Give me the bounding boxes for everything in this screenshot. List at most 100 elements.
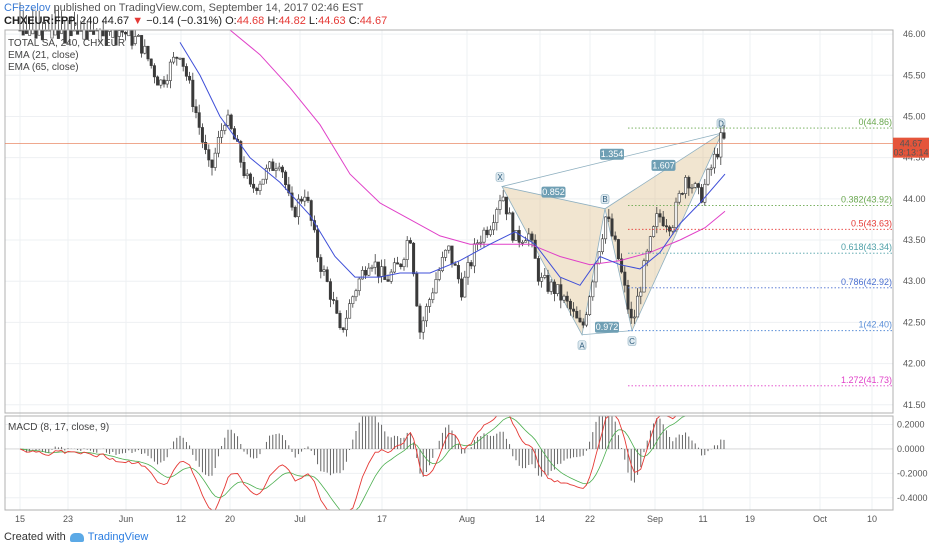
- candle-body: [351, 296, 355, 304]
- candle-body: [213, 152, 217, 168]
- candle-body: [53, 29, 57, 36]
- close-label: C:: [348, 15, 360, 27]
- candle-body: [380, 266, 384, 277]
- low-value: 44.63: [318, 15, 346, 27]
- ema21-line: [179, 42, 726, 286]
- candle-body: [76, 29, 80, 35]
- candle-body: [632, 316, 636, 319]
- candle-body: [604, 216, 608, 240]
- time-tick-label: Jul: [294, 514, 306, 524]
- candle-body: [383, 266, 387, 280]
- candle-body: [50, 29, 54, 39]
- low-label: L:: [308, 15, 319, 27]
- candle-body: [204, 141, 208, 150]
- candle-body: [517, 230, 521, 243]
- candle-body: [463, 276, 467, 298]
- candle-body: [28, 29, 32, 36]
- candle-body: [168, 61, 172, 81]
- candle-body: [482, 229, 486, 243]
- candle-body: [239, 141, 243, 163]
- candle-body: [386, 279, 390, 282]
- pattern-point-box: [577, 340, 587, 351]
- candle-body: [543, 275, 547, 278]
- time-tick-label: Jun: [119, 514, 134, 524]
- time-tick-label: Aug: [459, 514, 475, 524]
- candle-body: [591, 281, 595, 298]
- candle-body: [348, 303, 352, 319]
- candle-body: [367, 267, 371, 276]
- harmonic-pattern[interactable]: X A B C D 0.852 0.972 1.607 1.354: [495, 118, 726, 351]
- fib-level-label: 1.272(41.73): [841, 375, 892, 385]
- candle-body: [31, 29, 35, 35]
- candle-body: [328, 281, 332, 300]
- publisher-line: CFezelov published on TradingView.com, S…: [4, 2, 363, 14]
- price-tick-label: 45.50: [903, 70, 926, 80]
- candle-body: [149, 58, 153, 66]
- candle-body: [447, 245, 451, 251]
- candle-body: [712, 153, 716, 169]
- candle-body: [485, 229, 489, 236]
- candle-body: [706, 168, 710, 185]
- macd-line: [19, 415, 724, 511]
- fib-level-label: 1(42.40): [858, 320, 892, 330]
- candle-body: [610, 218, 614, 237]
- candle-body: [194, 106, 198, 113]
- candle-body: [575, 310, 579, 319]
- candle-body: [130, 29, 134, 46]
- fibonacci-levels[interactable]: 0(44.86) 0.382(43.92) 0.5(43.63) 0.618(43.3…: [628, 117, 893, 387]
- footer-brand[interactable]: TradingView: [87, 531, 149, 543]
- pattern-ratio-box: [600, 148, 624, 160]
- price-pane-border: [4, 29, 894, 414]
- candle-body: [536, 258, 540, 282]
- candle-body: [162, 79, 166, 85]
- interval: 240: [80, 15, 99, 27]
- macd-tick-label: 0.2000: [897, 420, 925, 430]
- candle-body: [197, 112, 201, 128]
- candle-body: [303, 196, 307, 202]
- candle-body: [220, 130, 224, 138]
- publisher-user[interactable]: CFezelov: [4, 2, 51, 14]
- candle-body: [674, 201, 678, 228]
- last-price-tag: [893, 137, 929, 158]
- footer: Created with TradingView: [4, 531, 148, 543]
- candle-body: [661, 216, 665, 227]
- candle-body: [152, 65, 156, 78]
- candle-body: [501, 196, 505, 202]
- candle-body: [693, 183, 697, 188]
- candle-body: [399, 263, 403, 268]
- legend-ema65[interactable]: EMA (65, close): [8, 62, 79, 73]
- time-tick-label: 11: [698, 514, 707, 524]
- candle-body: [431, 292, 435, 300]
- fib-level-label: 0.618(43.34): [841, 242, 892, 252]
- pattern-xab-triangle: [501, 185, 606, 336]
- candle-body: [248, 173, 252, 185]
- candle-body: [434, 279, 438, 294]
- time-tick-label: Sep: [647, 514, 663, 524]
- price-tick-label: 43.50: [903, 235, 926, 245]
- candle-body: [165, 80, 169, 85]
- candle-body: [700, 187, 704, 203]
- candle-body: [655, 213, 659, 227]
- ema65-line: [229, 29, 726, 266]
- candle-body: [520, 241, 524, 244]
- legend-instrument[interactable]: TOTAL SA, 240, CHXEUR: [8, 38, 126, 49]
- time-tick-label: 22: [585, 514, 595, 524]
- last-price-label: 44.67: [900, 139, 923, 149]
- candle-body: [159, 79, 163, 86]
- symbol: CHXEUR:FPP,: [4, 15, 78, 27]
- tradingview-logo-icon: [69, 532, 84, 542]
- candle-body: [600, 238, 604, 253]
- candle-body: [357, 278, 361, 292]
- candle-body: [479, 241, 483, 244]
- candle-body: [556, 284, 560, 294]
- candle-body: [335, 300, 339, 314]
- candle-body: [264, 167, 268, 180]
- legend-ema21[interactable]: EMA (21, close): [8, 50, 79, 61]
- candle-body: [690, 187, 694, 189]
- candle-body: [60, 29, 64, 34]
- candle-body: [607, 216, 611, 220]
- legend-macd[interactable]: MACD (8, 17, close, 9): [8, 422, 110, 433]
- high-value: 44.82: [278, 15, 306, 27]
- candle-body: [408, 240, 412, 244]
